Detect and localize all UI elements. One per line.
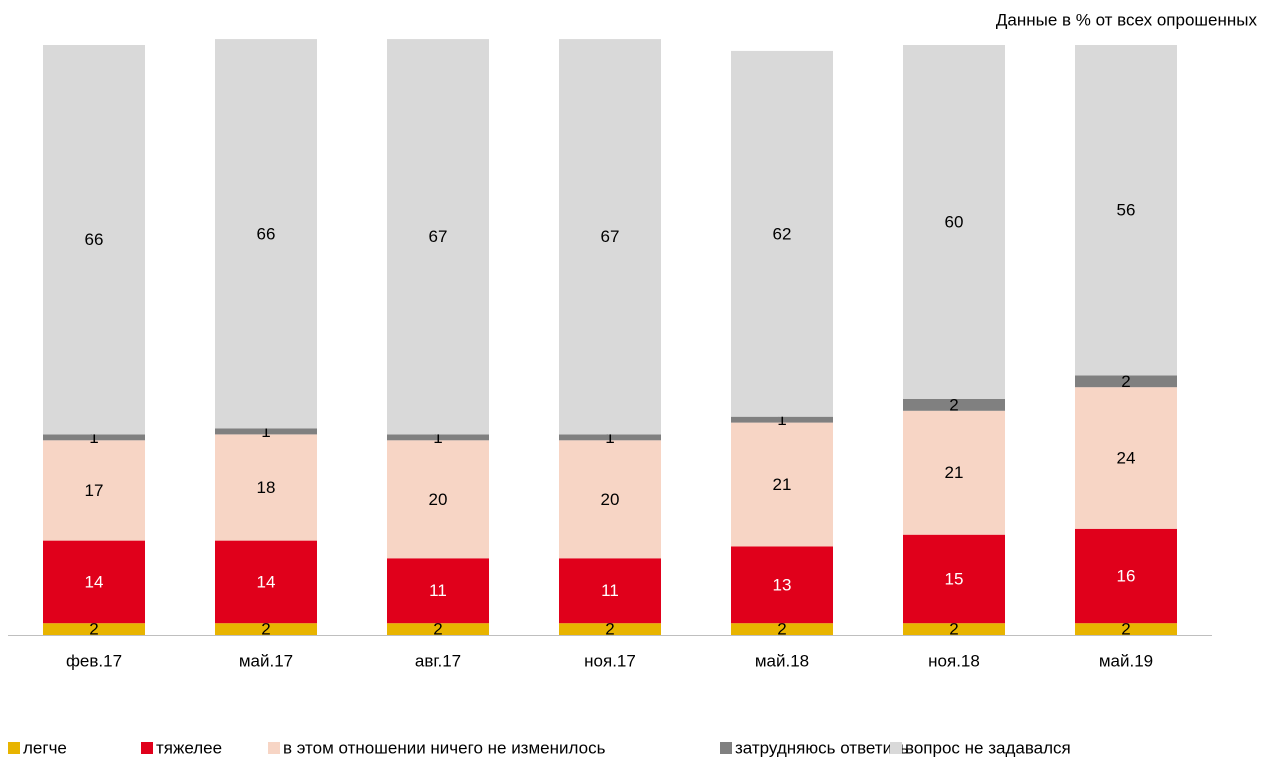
bar-segment (903, 410, 1005, 535)
bar-segment (559, 39, 661, 435)
data-label: 20 (601, 490, 620, 509)
bar-segment (215, 540, 317, 624)
data-label: 2 (949, 620, 958, 639)
data-label: 62 (773, 224, 792, 243)
bar-segment (1075, 623, 1177, 635)
data-label: 1 (433, 428, 442, 447)
bar-segment (731, 416, 833, 423)
data-label: 18 (257, 478, 276, 497)
bar-segment (903, 399, 1005, 411)
chart-note: Данные в % от всех опрошенных (996, 10, 1258, 29)
data-label: 16 (1117, 566, 1136, 585)
legend-label: легче (23, 738, 67, 757)
data-label: 11 (429, 581, 447, 600)
data-label: 1 (89, 428, 98, 447)
bar-segment (387, 440, 489, 559)
x-tick-label: май.19 (1099, 651, 1153, 670)
data-label: 2 (261, 620, 270, 639)
data-label: 14 (257, 572, 276, 591)
bar-segment (731, 623, 833, 635)
legend-swatch (8, 742, 20, 754)
data-label: 67 (601, 227, 620, 246)
bar-segment (215, 428, 317, 435)
bar-segment (43, 440, 145, 541)
data-label: 11 (601, 581, 619, 600)
bar-segment (1075, 375, 1177, 388)
legend-label: затрудняюсь ответить (735, 738, 909, 757)
data-label: 2 (605, 620, 614, 639)
data-label: 2 (777, 620, 786, 639)
data-label: 20 (429, 490, 448, 509)
bar-segment (43, 623, 145, 635)
data-label: 2 (89, 620, 98, 639)
bar-segment (1075, 387, 1177, 529)
bar-segment (215, 434, 317, 541)
data-label: 21 (773, 475, 792, 494)
legend-swatch (141, 742, 153, 754)
bar-segment (559, 558, 661, 624)
legend-label: вопрос не задавался (905, 738, 1071, 757)
legend-swatch (890, 742, 902, 754)
data-label: 13 (773, 575, 792, 594)
bar-segment (903, 534, 1005, 624)
legend-label: в этом отношении ничего не изменилось (283, 738, 606, 757)
data-label: 2 (949, 395, 958, 414)
legend-swatch (268, 742, 280, 754)
data-label: 2 (1121, 620, 1130, 639)
bar-segment (43, 45, 145, 435)
bar-segment (731, 50, 833, 417)
data-label: 15 (945, 569, 964, 588)
data-label: 14 (85, 572, 104, 591)
data-label: 2 (433, 620, 442, 639)
data-label: 1 (777, 410, 786, 429)
x-tick-label: май.17 (239, 651, 293, 670)
bar-segment (559, 623, 661, 635)
legend-swatch (720, 742, 732, 754)
bar-segment (903, 45, 1005, 399)
bar-segment (215, 39, 317, 429)
data-label: 56 (1117, 201, 1136, 220)
x-tick-label: май.18 (755, 651, 809, 670)
bar-segment (731, 422, 833, 547)
legend-label: тяжелее (156, 738, 222, 757)
bar-segment (559, 440, 661, 559)
data-label: 21 (945, 463, 964, 482)
x-tick-label: фев.17 (66, 651, 122, 670)
data-label: 67 (429, 227, 448, 246)
bar-segment (903, 623, 1005, 635)
bar-segment (731, 546, 833, 624)
data-label: 1 (605, 428, 614, 447)
bar-segment (1075, 45, 1177, 376)
bar-segment (559, 434, 661, 441)
bar-segment (1075, 528, 1177, 624)
data-label: 1 (261, 422, 270, 441)
data-label: 17 (85, 481, 104, 500)
bar-segment (387, 39, 489, 435)
bar-segment (43, 434, 145, 441)
data-label: 2 (1121, 372, 1130, 391)
bar-segment (43, 540, 145, 624)
x-tick-label: ноя.18 (928, 651, 980, 670)
bar-segment (387, 434, 489, 441)
bar-segment (387, 558, 489, 624)
x-tick-label: авг.17 (415, 651, 461, 670)
data-label: 66 (257, 224, 276, 243)
x-tick-label: ноя.17 (584, 651, 636, 670)
data-label: 24 (1117, 448, 1136, 467)
bar-segment (215, 623, 317, 635)
data-label: 66 (85, 230, 104, 249)
bar-segment (387, 623, 489, 635)
data-label: 60 (945, 212, 964, 231)
